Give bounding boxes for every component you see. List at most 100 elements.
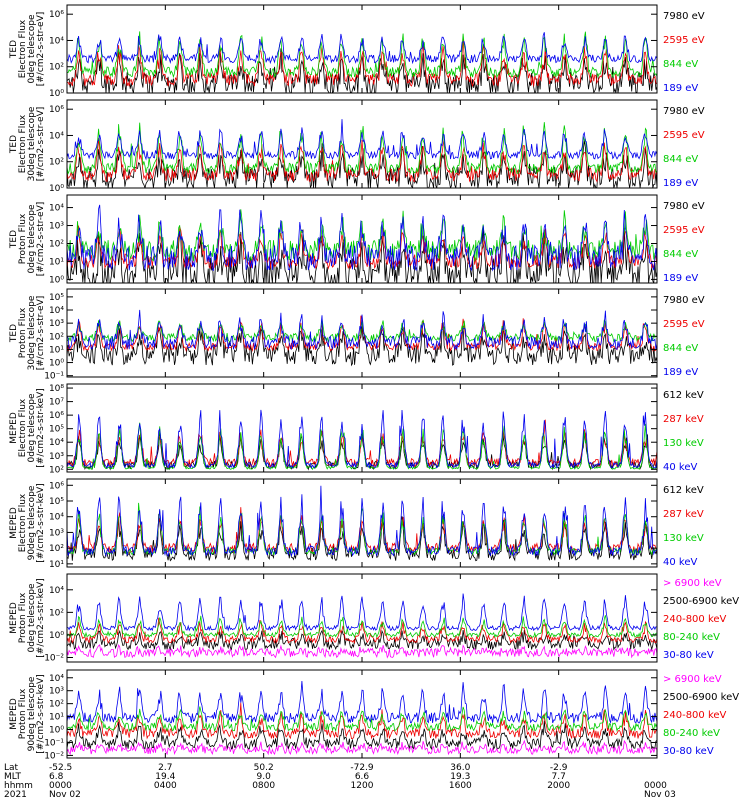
y-tick-label: 10⁴ (49, 438, 64, 448)
panel-3-ylabel-line: 0deg telescope (27, 204, 37, 274)
legend-3-4: 189 eV (663, 273, 698, 284)
panel-4-ylabel-line: [#/cm2-s-str-eV] (36, 296, 46, 371)
y-tick-label: 10⁰ (49, 89, 64, 99)
y-tick-label: 10⁶ (49, 481, 64, 491)
x-tick-value: 6.8 (49, 772, 64, 782)
panel-2: 10⁰ 10² 10⁴ 10⁶ TED Electron Flux 30deg telesc… (9, 99, 705, 194)
panel-3-ylabel-line: Proton Flux (18, 213, 28, 264)
x-row-label: hhmm (4, 781, 33, 791)
x-tick-value: 0800 (252, 781, 275, 791)
panel-8-series-1 (67, 739, 657, 756)
legend-3-2: 2595 eV (663, 225, 705, 236)
y-tick-label: 10³ (49, 222, 64, 232)
legend-7-2: 2500-6900 keV (663, 596, 739, 607)
panel-6-series-2 (67, 507, 657, 554)
y-tick-label: 10⁶ (49, 411, 64, 421)
y-tick-label: 10⁻² (44, 653, 64, 663)
legend-4-1: 7980 eV (663, 295, 705, 306)
y-tick-label: 10⁴ (49, 513, 64, 523)
legend-2-3: 844 eV (663, 154, 698, 165)
legend-8-2: 2500-6900 keV (663, 692, 739, 703)
panel-6-ylabel-line: 90deg telescope (27, 485, 37, 560)
legend-4-4: 189 eV (663, 367, 698, 378)
y-tick-label: 10⁴ (49, 306, 64, 316)
y-tick-label: 10² (49, 239, 64, 249)
legend-8-4: 80-240 keV (663, 728, 720, 739)
x-tick-value: Nov 03 (644, 790, 676, 800)
y-tick-label: 10⁶ (49, 10, 64, 20)
y-tick-label: 10² (49, 700, 64, 710)
x-row-label: MLT (4, 772, 22, 782)
panel-8-series-4 (67, 706, 657, 733)
panel-4-ylabel-line: Proton Flux (18, 307, 28, 358)
panel-8-ylabel-line: 90deg telescope (27, 676, 37, 751)
panel-2-series-2 (67, 137, 657, 183)
x-tick-value: 19.4 (155, 772, 175, 782)
x-tick-value: -52.5 (49, 763, 72, 773)
x-tick-value: Nov 02 (49, 790, 81, 800)
legend-7-1: > 6900 keV (663, 578, 722, 589)
y-tick-label: 10⁻¹ (44, 738, 64, 748)
panel-4-frame (66, 288, 658, 378)
panel-7-ylabel-line: Proton Flux (18, 592, 28, 643)
y-tick-label: 10¹ (49, 257, 64, 267)
y-tick-label: 10⁻¹ (44, 372, 64, 382)
y-tick-label: 10⁰ (49, 184, 64, 194)
y-tick-label: 10⁰ (49, 726, 64, 736)
x-tick-value: 0000 (49, 781, 72, 791)
y-tick-label: 10⁸ (49, 384, 64, 394)
x-tick-value: -2.9 (550, 763, 568, 773)
y-tick-label: 10³ (49, 319, 64, 329)
y-tick-label: 10⁴ (49, 131, 64, 141)
x-tick-value: 2.7 (158, 763, 172, 773)
legend-2-2: 2595 eV (663, 130, 705, 141)
legend-1-4: 189 eV (663, 83, 698, 94)
panel-5-ylabel-line: 0deg telescope (27, 393, 37, 463)
legend-8-5: 30-80 keV (663, 746, 714, 757)
panel-7-series-1 (67, 643, 657, 659)
panel-6-ylabel-line: MEPED (9, 507, 19, 539)
y-tick-label: 10² (49, 63, 64, 73)
panel-2-series-4 (67, 119, 657, 161)
panel-2-ylabel-line: [#/cm2-s-str-eV] (36, 107, 46, 182)
y-tick-label: 10⁷ (49, 398, 64, 408)
legend-5-2: 287 keV (663, 414, 704, 425)
y-tick-label: 10² (49, 332, 64, 342)
legend-7-3: 240-800 keV (663, 614, 727, 625)
y-tick-label: 10⁴ (49, 204, 64, 214)
panel-6-plot-area (67, 485, 657, 562)
x-tick-value: 19.3 (450, 772, 470, 782)
x-tick-value: 36.0 (450, 763, 470, 773)
panel-3: 10⁰ 10¹ 10² 10³ 10⁴ TED Proton Flux 0deg telesc… (9, 194, 705, 285)
legend-3-1: 7980 eV (663, 201, 705, 212)
panel-6-series-4 (67, 485, 657, 558)
panel-1-series-2 (67, 38, 657, 87)
x-tick-value: 6.6 (355, 772, 370, 782)
y-tick-label: 10² (49, 544, 64, 554)
legend-4-3: 844 eV (663, 343, 698, 354)
legend-6-1: 612 keV (663, 485, 704, 496)
panel-8-series-2 (67, 720, 657, 751)
panel-3-series-4 (67, 204, 657, 272)
y-tick-label: 10³ (49, 528, 64, 538)
x-row-label: Lat (4, 763, 19, 773)
x-tick-value: 1200 (351, 781, 374, 791)
panel-8-series-3 (67, 702, 657, 740)
legend-2-4: 189 eV (663, 178, 698, 189)
y-tick-label: 10⁴ (49, 36, 64, 46)
panel-1-ylabel-line: [#/cm2-s-str-eV] (36, 12, 46, 87)
panel-4-ylabel-line: TED (9, 324, 19, 343)
legend-5-3: 130 keV (663, 438, 704, 449)
panel-5-ylabel-line: [#/cm2-s-str-keV] (36, 388, 46, 467)
y-tick-label: 10² (49, 465, 64, 475)
panel-7-series-2 (67, 629, 657, 651)
y-tick-label: 10⁴ (49, 674, 64, 684)
panel-1-ylabel-line: TED (9, 40, 19, 59)
panel-7-ylabel-line: [#/cm2-s-str-keV] (36, 578, 46, 657)
panel-2-plot-area (67, 119, 657, 188)
y-tick-label: 10¹ (49, 713, 64, 723)
y-tick-label: 10³ (49, 687, 64, 697)
y-tick-label: 10¹ (49, 560, 64, 570)
